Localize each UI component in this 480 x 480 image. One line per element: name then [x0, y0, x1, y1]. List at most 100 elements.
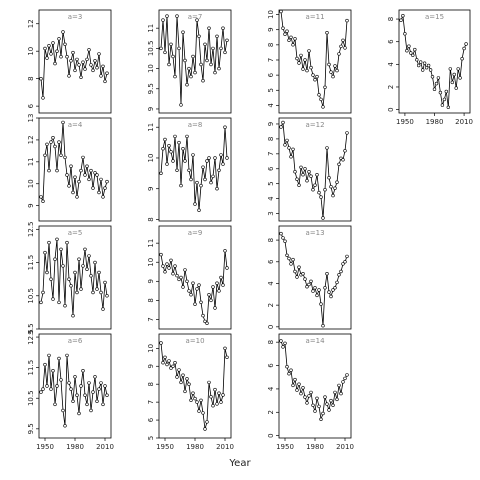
data-point [91, 186, 95, 190]
data-point [55, 168, 59, 173]
data-point [181, 373, 185, 377]
x-tick-label: 1950 [276, 443, 294, 451]
data-point [49, 52, 53, 56]
data-point [59, 54, 63, 59]
x-tick-label: 1980 [66, 443, 84, 451]
data-point [335, 397, 339, 402]
data-point [215, 187, 219, 191]
data-point [223, 50, 227, 55]
data-point [313, 286, 317, 290]
data-point [181, 30, 185, 34]
data-point [417, 63, 421, 68]
data-point [47, 240, 51, 245]
data-point [195, 180, 199, 185]
data-point [307, 282, 311, 287]
data-point [223, 125, 227, 129]
y-tick-label: 10 [147, 258, 155, 267]
data-point [189, 177, 193, 182]
y-tick-label: 4 [387, 62, 395, 67]
data-point [191, 153, 195, 157]
data-point [193, 202, 197, 206]
data-point [53, 144, 57, 149]
data-point [165, 262, 169, 266]
data-point [223, 346, 227, 350]
data-point [333, 186, 337, 190]
data-point [305, 179, 309, 183]
y-tick-label: 11 [147, 123, 155, 132]
data-point [325, 31, 329, 35]
data-point [67, 277, 71, 281]
data-point [321, 411, 325, 416]
data-point [39, 390, 43, 394]
data-point [456, 67, 460, 71]
y-tick-label: 7 [147, 400, 155, 404]
y-tick-label: 10 [147, 344, 155, 353]
data-point [295, 56, 299, 61]
data-point [331, 74, 335, 79]
panel-frame [278, 117, 352, 222]
data-point [209, 62, 213, 67]
data-point [79, 75, 83, 80]
data-point [103, 79, 107, 84]
data-point [63, 304, 67, 308]
data-point [201, 165, 205, 169]
data-point [85, 402, 89, 407]
data-point [53, 402, 57, 407]
data-point [345, 373, 349, 377]
data-point [454, 86, 458, 90]
data-point [339, 391, 343, 396]
data-point [327, 290, 331, 294]
panel-a-12: 3 4 5 6 7 8 9 a=12 [267, 117, 352, 222]
data-point [283, 143, 287, 147]
data-point [213, 306, 217, 310]
data-point [225, 355, 229, 359]
y-tick-label: 11.5 [27, 360, 35, 376]
data-point [67, 381, 71, 385]
data-point [305, 68, 309, 73]
y-tick-label: 4 [267, 281, 275, 286]
data-point [177, 140, 181, 145]
data-point [83, 247, 87, 252]
data-point [73, 175, 77, 179]
series-line [400, 14, 467, 108]
y-tick-label: 13 [27, 114, 35, 123]
data-point [193, 302, 197, 306]
data-point [221, 393, 225, 397]
data-point [325, 146, 329, 150]
data-point [179, 275, 183, 280]
y-tick-label: 11 [147, 239, 155, 248]
data-point [321, 105, 325, 109]
y-tick-label: 10 [147, 154, 155, 163]
data-point [289, 35, 293, 39]
data-point [287, 38, 291, 42]
x-tick-label: 1980 [426, 118, 444, 126]
data-point [69, 164, 73, 168]
data-point [197, 34, 201, 38]
data-point [307, 49, 311, 53]
data-point [207, 293, 211, 297]
data-point [193, 396, 197, 401]
data-point [167, 359, 171, 363]
data-point [307, 394, 311, 398]
data-point [199, 300, 203, 304]
data-point [67, 184, 71, 188]
data-point [335, 280, 339, 285]
y-tick-label: 10 [27, 179, 35, 188]
data-point [163, 137, 167, 142]
y-tick-label: 7 [147, 317, 155, 321]
data-point [460, 56, 464, 61]
data-point [281, 26, 285, 30]
data-point [187, 168, 191, 173]
data-point [75, 393, 79, 397]
data-point [49, 140, 53, 144]
y-tick-label: 12.5 [27, 222, 35, 238]
data-point [97, 190, 101, 195]
data-point [93, 260, 97, 265]
y-tick-label: 9.5 [147, 83, 155, 94]
data-point [193, 70, 197, 75]
x-tick-label: 2010 [96, 443, 114, 451]
series-line [280, 11, 348, 108]
y-tick-label: 9 [27, 203, 35, 207]
data-point [297, 382, 301, 386]
data-point [215, 402, 219, 406]
